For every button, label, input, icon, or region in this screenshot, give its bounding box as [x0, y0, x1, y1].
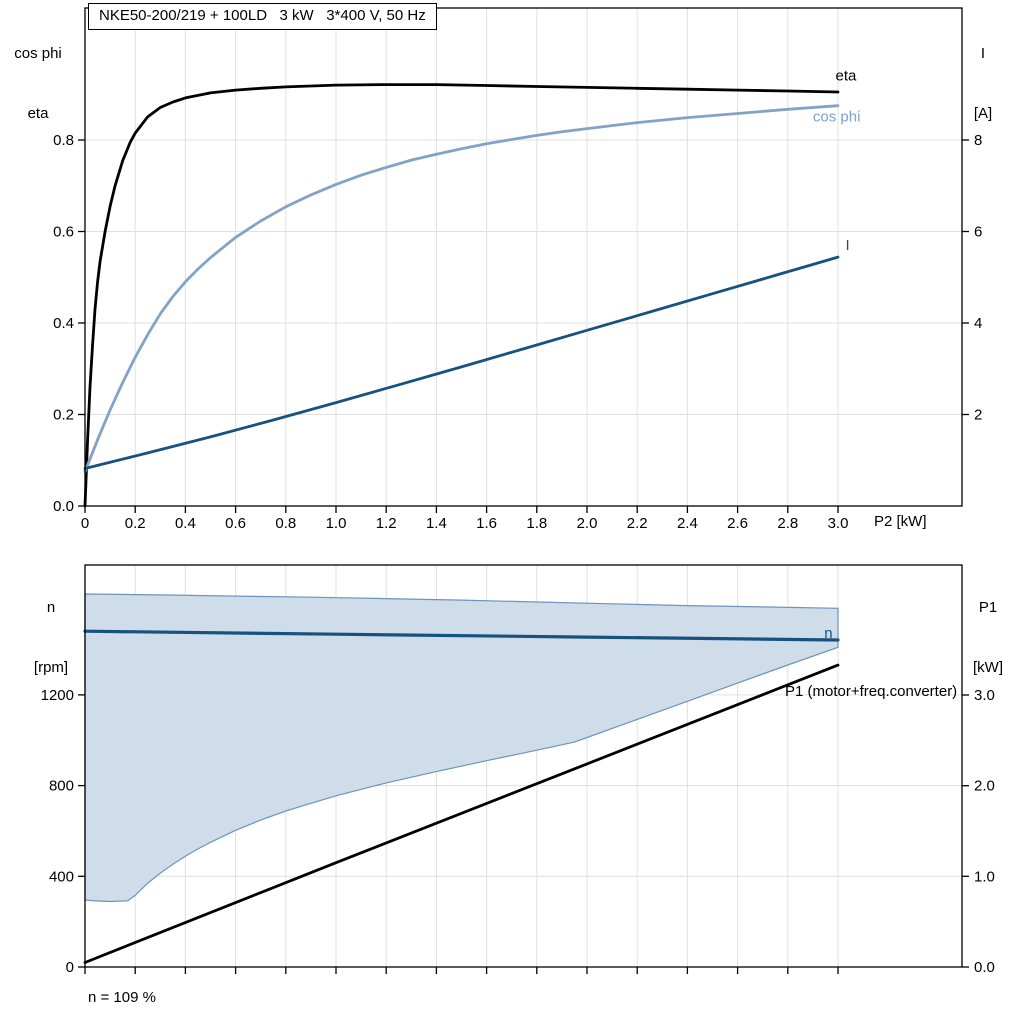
x-tick-label: 1.4 [426, 515, 447, 532]
bottom-right-axis-title-line2: [kW] [973, 659, 1003, 676]
y-right-tick-label: 2 [974, 407, 982, 424]
bottom-left-axis-title-line2: [rpm] [33, 659, 69, 676]
plot-frame [84, 564, 963, 968]
x-tick-label: 1.8 [526, 515, 547, 532]
y-left-tick-label: 0 [66, 959, 74, 976]
top-right-axis-title-line1: I [980, 45, 986, 62]
top-left-axis-title-line1: cos phi [14, 45, 62, 62]
x-tick-label: 1.2 [376, 515, 397, 532]
top-left-axis-title-line2: eta [27, 105, 49, 122]
y-left-tick-label: 400 [49, 868, 74, 885]
series-label-P1-motor-freq-converter: P1 (motor+freq.converter) [785, 683, 957, 700]
x-tick-label: 2.6 [727, 515, 748, 532]
bottom-right-axis-title: P1 [kW] [952, 558, 1024, 718]
x-tick-label: 0.4 [175, 515, 196, 532]
chart-title: NKE50-200/219 + 100LD 3 kW 3*400 V, 50 H… [88, 3, 437, 30]
top-left-axis-title: cos phi eta [2, 4, 74, 164]
x-tick-label: 1.6 [476, 515, 497, 532]
x-tick-label: 2.2 [627, 515, 648, 532]
x-tick-label: 0.2 [125, 515, 146, 532]
top-right-axis-title-line2: [A] [973, 105, 993, 122]
top-right-axis-title: I [A] [948, 4, 1018, 164]
series-label-n: n [824, 625, 832, 642]
cos-phi-curve [83, 104, 840, 474]
x-tick-label: 2.8 [777, 515, 798, 532]
plot-frame [84, 7, 963, 507]
x-axis-title: P2 [kW] [874, 513, 927, 530]
x-tick-label: 0 [81, 515, 89, 532]
bottom-left-axis-title: n [rpm] [15, 558, 87, 718]
speed-range-envelope [84, 593, 839, 903]
y-left-tick-label: 800 [49, 778, 74, 795]
x-tick-label: 0.6 [225, 515, 246, 532]
x-tick-label: 3.0 [828, 515, 849, 532]
P1-motor-freq-converter-curve [83, 663, 840, 964]
x-tick-label: 1.0 [326, 515, 347, 532]
x-tick-label: 0.8 [275, 515, 296, 532]
y-left-tick-label: 0.0 [53, 498, 74, 515]
y-right-tick-label: 8 [974, 132, 982, 149]
series-label-cos-phi: cos phi [813, 109, 861, 126]
bottom-right-axis-title-line1: P1 [978, 599, 998, 616]
y-left-tick-label: 0.4 [53, 315, 74, 332]
y-right-tick-label: 0.0 [974, 959, 995, 976]
y-left-tick-label: 0.2 [53, 407, 74, 424]
y-left-tick-label: 0.6 [53, 224, 74, 241]
y-right-tick-label: 4 [974, 315, 982, 332]
y-right-tick-label: 2.0 [974, 778, 995, 795]
y-right-tick-label: 1.0 [974, 868, 995, 885]
y-left-tick-label: 0.8 [53, 132, 74, 149]
chart-bottom: 0 400 800 1200 0.0 1.0 2.0 3.0 n P1 (motor+freq.c… [41, 564, 995, 976]
chart-top: 0 0.2 0.4 0.6 0.8 1.0 1.2 1.4 1.6 1.8 2.0 2.2 2.4 2.6… [53, 7, 982, 532]
y-right-tick-label: 3.0 [974, 687, 995, 704]
n-curve [83, 629, 840, 642]
x-tick-label: 2.0 [577, 515, 598, 532]
y-left-tick-label: 1200 [41, 687, 74, 704]
x-tick-label: 2.4 [677, 515, 698, 532]
y-right-tick-label: 6 [974, 224, 982, 241]
series-label-I: I [846, 237, 850, 254]
speed-percentage-note: n = 109 % [88, 989, 156, 1006]
series-label-eta: eta [836, 68, 858, 85]
bottom-left-axis-title-line1: n [46, 599, 56, 616]
I-curve [83, 255, 840, 470]
eta-curve [83, 83, 840, 508]
